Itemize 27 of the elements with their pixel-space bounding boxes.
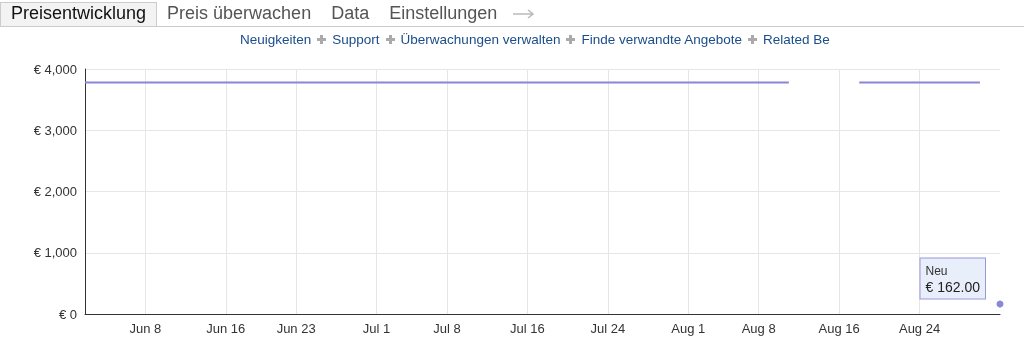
- x-tick-label: Jul 1: [362, 321, 391, 336]
- text: Neuigkeiten: [240, 31, 312, 47]
- x-tick-label: Aug 8: [741, 321, 776, 336]
- text: Data: [330, 3, 371, 25]
- x-tick-label: Aug 16: [818, 321, 860, 336]
- x-tick-label: Aug 1: [671, 321, 706, 336]
- x-tick-label: Jun 23: [276, 321, 316, 336]
- x-tick-label: Jun 8: [129, 321, 162, 336]
- text: Support: [332, 31, 380, 47]
- text: Preisentwicklung: [0, 2, 158, 26]
- text: Neu: [925, 263, 948, 278]
- x-tick-label: Jul 24: [590, 321, 626, 336]
- x-tick-label: Jun 16: [206, 321, 246, 336]
- y-tick-label: € 4,000: [33, 61, 77, 77]
- x-tick-label: Aug 24: [898, 321, 941, 336]
- x-tick-label: Jul 8: [433, 321, 461, 336]
- text: Preis überwachen: [166, 3, 313, 25]
- text: Related Be: [763, 31, 830, 47]
- data-label: € 162.00: [925, 278, 981, 295]
- text: Überwachungen verwalten: [400, 31, 561, 47]
- text: Einstellungen: [388, 3, 499, 25]
- x-tick-label: Jul 16: [510, 321, 545, 336]
- text: Finde verwandte Angebote: [581, 31, 743, 47]
- y-tick-label: € 0: [58, 306, 77, 322]
- y-tick-label: € 1,000: [33, 245, 77, 261]
- y-tick-label: € 2,000: [33, 184, 77, 199]
- y-tick-label: € 3,000: [33, 122, 77, 138]
